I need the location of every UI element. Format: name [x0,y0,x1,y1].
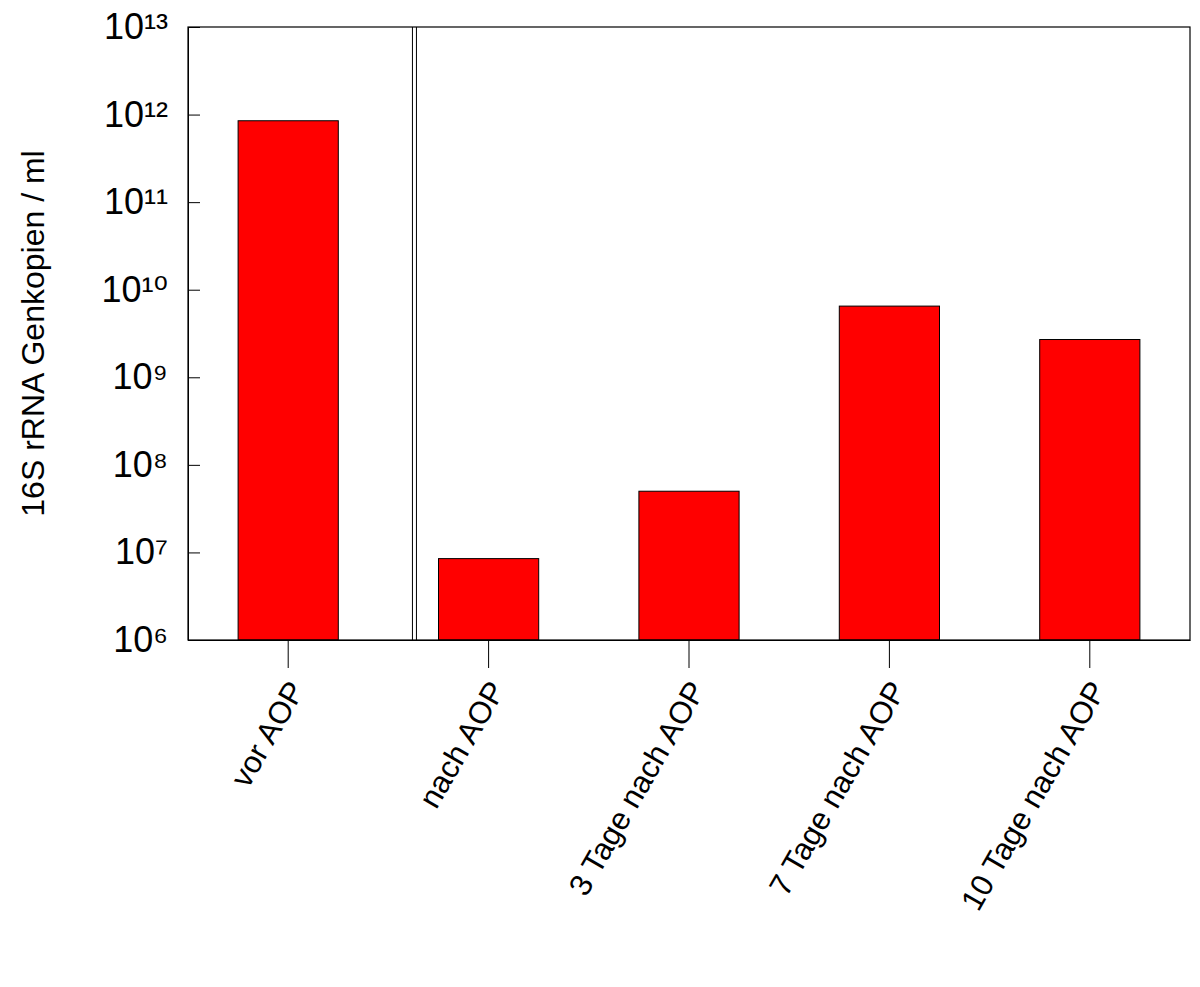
y-tick: 10⁸ [113,444,200,485]
y-tick: 10⁷ [115,531,200,572]
y-tick-mark [188,115,200,116]
x-tick: 10 Tage nach AOP [954,640,1113,916]
y-tick-label: 10⁸ [113,444,168,485]
y-axis-line [188,28,189,641]
y-tick-mark [188,465,200,466]
x-tick: 3 Tage nach AOP [562,640,713,901]
x-tick: 7 Tage nach AOP [762,640,913,901]
x-tick-mark [488,640,489,668]
x-tick-label: 3 Tage nach AOP [562,675,713,901]
y-tick-label: 10¹⁰ [102,269,168,310]
x-tick: vor AOP [224,640,312,793]
x-tick-mark [1089,640,1090,668]
y-axis: 10⁶ 10⁷ 10⁸ 10⁹ 10¹⁰ 10¹¹ 10¹² 10¹³ [102,6,200,660]
x-tick-label: 10 Tage nach AOP [954,675,1113,916]
x-tick-label: nach AOP [412,675,512,813]
y-tick: 10¹² [104,94,200,135]
bar [1040,340,1140,640]
x-tick-label: vor AOP [224,675,312,792]
x-tick: nach AOP [412,640,512,814]
y-tick: 10⁶ [113,619,200,660]
y-tick: 10¹⁰ [102,269,200,310]
y-tick-label: 10⁷ [115,531,168,572]
y-tick-label: 10¹¹ [104,181,168,222]
bar [238,121,338,640]
bar [839,306,939,640]
separator [412,27,413,640]
bar [639,491,739,640]
y-tick-mark [188,27,200,28]
y-tick: 10¹³ [104,6,200,47]
y-tick-label: 10⁹ [113,356,168,397]
frame [188,27,1190,640]
x-tick-label: 7 Tage nach AOP [762,675,913,901]
y-tick-mark [188,202,200,203]
y-tick: 10¹¹ [104,181,200,222]
x-tick-mark [288,640,289,668]
y-tick: 10⁹ [113,356,200,397]
separator [416,27,417,640]
plot: 10⁶ 10⁷ 10⁸ 10⁹ 10¹⁰ 10¹¹ 10¹² 10¹³ vor AOP nach … [102,6,1191,916]
x-axis: vor AOP nach AOP 3 Tage nach AOP 7 Tage nac… [189,640,1191,916]
bars [238,121,1140,640]
y-tick-label: 10⁶ [113,619,168,660]
y-tick-label: 10¹² [104,94,168,135]
y-tick-mark [188,377,200,378]
x-tick-mark [689,640,690,668]
y-tick-mark [188,290,200,291]
x-tick-mark [889,640,890,668]
y-axis-title: 16S rRNA Genkopien / ml [15,150,51,516]
y-tick-mark [188,552,200,553]
bar [439,559,539,640]
y-tick-label: 10¹³ [104,6,168,47]
